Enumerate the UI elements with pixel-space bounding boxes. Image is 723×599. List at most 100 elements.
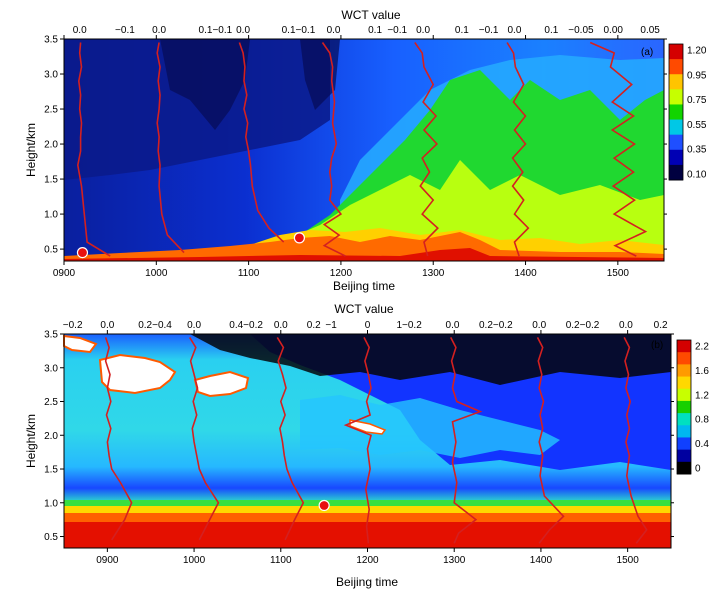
top-tick-label-b-11: 0.2−0.2 [479, 320, 513, 331]
colorbar-label-a-1: 0.95 [687, 70, 707, 81]
top-tick-label-a-11: −0.1 [479, 25, 499, 36]
top-axis-title-a: WCT value [341, 8, 400, 22]
wct-profile-a-0 [76, 42, 111, 257]
colorbar-swatch-b-4 [677, 388, 691, 402]
top-tick-label-a-4: 0.0 [236, 25, 250, 36]
colorbar-frame-b [676, 339, 692, 475]
top-tick-label-b-10: 0.0 [446, 320, 460, 331]
wct-profile-b-0 [104, 337, 133, 541]
wct-profile-b-2 [276, 336, 305, 541]
colorbar-label-a-4: 0.35 [687, 145, 707, 156]
wct-profile-b-4 [449, 337, 483, 544]
heatmap-b-white-patch-2 [193, 370, 250, 398]
colorbar-label-b-5: 0 [695, 464, 701, 475]
colorbar-swatch-b-10 [677, 461, 691, 475]
colorbar-swatch-a-5 [669, 119, 683, 136]
top-tick-label-a-2: 0.0 [152, 25, 166, 36]
y-tick-label-b-4: 2.5 [44, 397, 58, 408]
top-tick-label-b-6: 0.2 [307, 320, 321, 331]
colorbar-label-b-3: 0.8 [695, 415, 709, 426]
colorbar-swatch-b-9 [677, 449, 691, 463]
colorbar-swatch-a-1 [669, 59, 683, 75]
top-tick-label-b-9: 1−0.2 [396, 320, 422, 331]
y-tick-labels-b: 0.5 1.0 1.5 2.0 2.5 3.0 3.5 [44, 330, 674, 543]
colorbar-swatch-a-6 [669, 134, 683, 151]
colorbar-swatch-b-2 [677, 364, 691, 378]
top-tick-label-b-2: 0.2−0.4 [138, 320, 172, 331]
colorbar-label-b-0: 2.2 [695, 342, 709, 353]
colorbar-swatch-b-5 [677, 400, 691, 414]
x-tick-labels-a: 0900 1000 1100 1200 1300 1400 1500 [53, 35, 630, 279]
top-tick-label-b-8: 0 [365, 320, 371, 331]
colorbar-swatch-b-0 [677, 340, 691, 353]
top-tick-label-a-7: 0.1 [368, 25, 382, 36]
y-tick-label-a-3: 2.0 [44, 140, 58, 151]
top-tick-label-a-13: 0.1 [544, 25, 558, 36]
colorbar-label-b-4: 0.4 [695, 439, 709, 450]
y-axis-label-b: Height/km [24, 414, 38, 468]
wct-profile-b-6 [623, 337, 648, 544]
colorbar-swatch-b-6 [677, 413, 691, 426]
top-tick-label-a-16: 0.05 [640, 25, 660, 36]
y-tick-label-b-0: 0.5 [44, 532, 58, 543]
heatmap-a-dark-region [64, 39, 330, 180]
panel-label-b: (b) [651, 340, 663, 351]
top-tick-label-b-7: −1 [325, 320, 337, 331]
x-tick-label-b-4: 1300 [443, 555, 466, 566]
x-tick-label-a-4: 1300 [422, 268, 445, 279]
heatmap-b-cyan-region [300, 395, 560, 458]
y-tick-label-b-6: 3.5 [44, 330, 58, 341]
marker-a-1 [293, 232, 305, 244]
x-axis-label-a: Beijing time [333, 279, 395, 293]
x-tick-label-a-5: 1400 [514, 268, 537, 279]
top-tick-label-a-8: −0.1 [387, 25, 407, 36]
colorbar-label-a-3: 0.55 [687, 120, 707, 131]
y-tick-label-a-4: 2.5 [44, 105, 58, 116]
y-tick-label-a-5: 3.0 [44, 70, 58, 81]
colorbar-label-a-5: 0.10 [687, 170, 707, 181]
top-tick-label-a-6: 0.0 [327, 25, 341, 36]
plot-frame-a [63, 38, 665, 262]
heatmap-b-black-region [190, 334, 671, 385]
top-tick-label-a-9: 0.0 [416, 25, 430, 36]
markers-b [318, 499, 330, 512]
top-tick-label-b-13: 0.2−0.2 [566, 320, 600, 331]
y-tick-label-b-3: 2.0 [44, 431, 58, 442]
wct-profile-a-3 [321, 42, 346, 257]
y-tick-label-b-2: 1.5 [44, 465, 58, 476]
wct-profile-a-6 [589, 41, 648, 257]
x-tick-label-b-3: 1200 [356, 555, 379, 566]
x-axis-label-b: Beijing time [336, 575, 398, 589]
colorbar-swatch-b-8 [677, 437, 691, 451]
x-tick-labels-b: 0900 1000 1100 1200 1300 1400 1500 [96, 330, 639, 566]
colorbar-swatch-a-7 [669, 149, 683, 166]
wct-profile-a-1 [156, 42, 185, 254]
y-tick-label-a-0: 0.5 [44, 245, 58, 256]
y-tick-label-b-1: 1.0 [44, 498, 58, 509]
top-tick-label-b-1: 0.0 [100, 320, 114, 331]
y-axis-label-a: Height/km [24, 123, 38, 177]
colorbar-frame-a [668, 43, 684, 181]
x-tick-label-a-6: 1500 [607, 268, 630, 279]
x-tick-label-a-2: 1100 [238, 268, 260, 279]
top-tick-label-a-0: 0.0 [73, 25, 87, 36]
top-tick-labels-b: −0.2 0.0 0.2−0.4 0.0 0.4−0.2 0.0 0.2 −1 0 1−0.2 0.… [63, 320, 668, 331]
top-tick-label-a-3: 0.1−0.1 [199, 25, 233, 36]
top-tick-label-b-4: 0.4−0.2 [229, 320, 263, 331]
x-tick-label-b-6: 1500 [617, 555, 640, 566]
x-tick-label-b-2: 1100 [270, 555, 292, 566]
x-tick-label-b-0: 0900 [96, 555, 119, 566]
top-tick-label-a-14: −0.05 [568, 25, 594, 36]
wct-profile-b-1 [189, 336, 220, 541]
colorbar-label-b-2: 1.2 [695, 390, 709, 401]
top-tick-labels-a: 0.0 −0.1 0.0 0.1−0.1 0.0 0.1−0.1 0.0 0.1 −0.1 0.0… [73, 25, 661, 36]
colorbar-label-a-2: 0.75 [687, 95, 707, 106]
colorbar-b: 2.2 1.6 1.2 0.8 0.4 0 [676, 339, 709, 475]
colorbar-a: 1.20 0.95 0.75 0.55 0.35 0.10 [668, 43, 707, 181]
panel-b: WCT value −0.2 0.0 0.2−0.4 0.0 0.4−0.2 0.0 0.2… [24, 302, 709, 589]
marker-b-0 [318, 499, 330, 512]
panel-a: WCT value 0.0 −0.1 0.0 0.1−0.1 0.0 0.1−0.1 0.0… [24, 8, 707, 293]
markers-a [76, 232, 305, 259]
top-tick-label-b-3: 0.0 [187, 320, 201, 331]
wct-profile-a-5 [506, 42, 530, 257]
